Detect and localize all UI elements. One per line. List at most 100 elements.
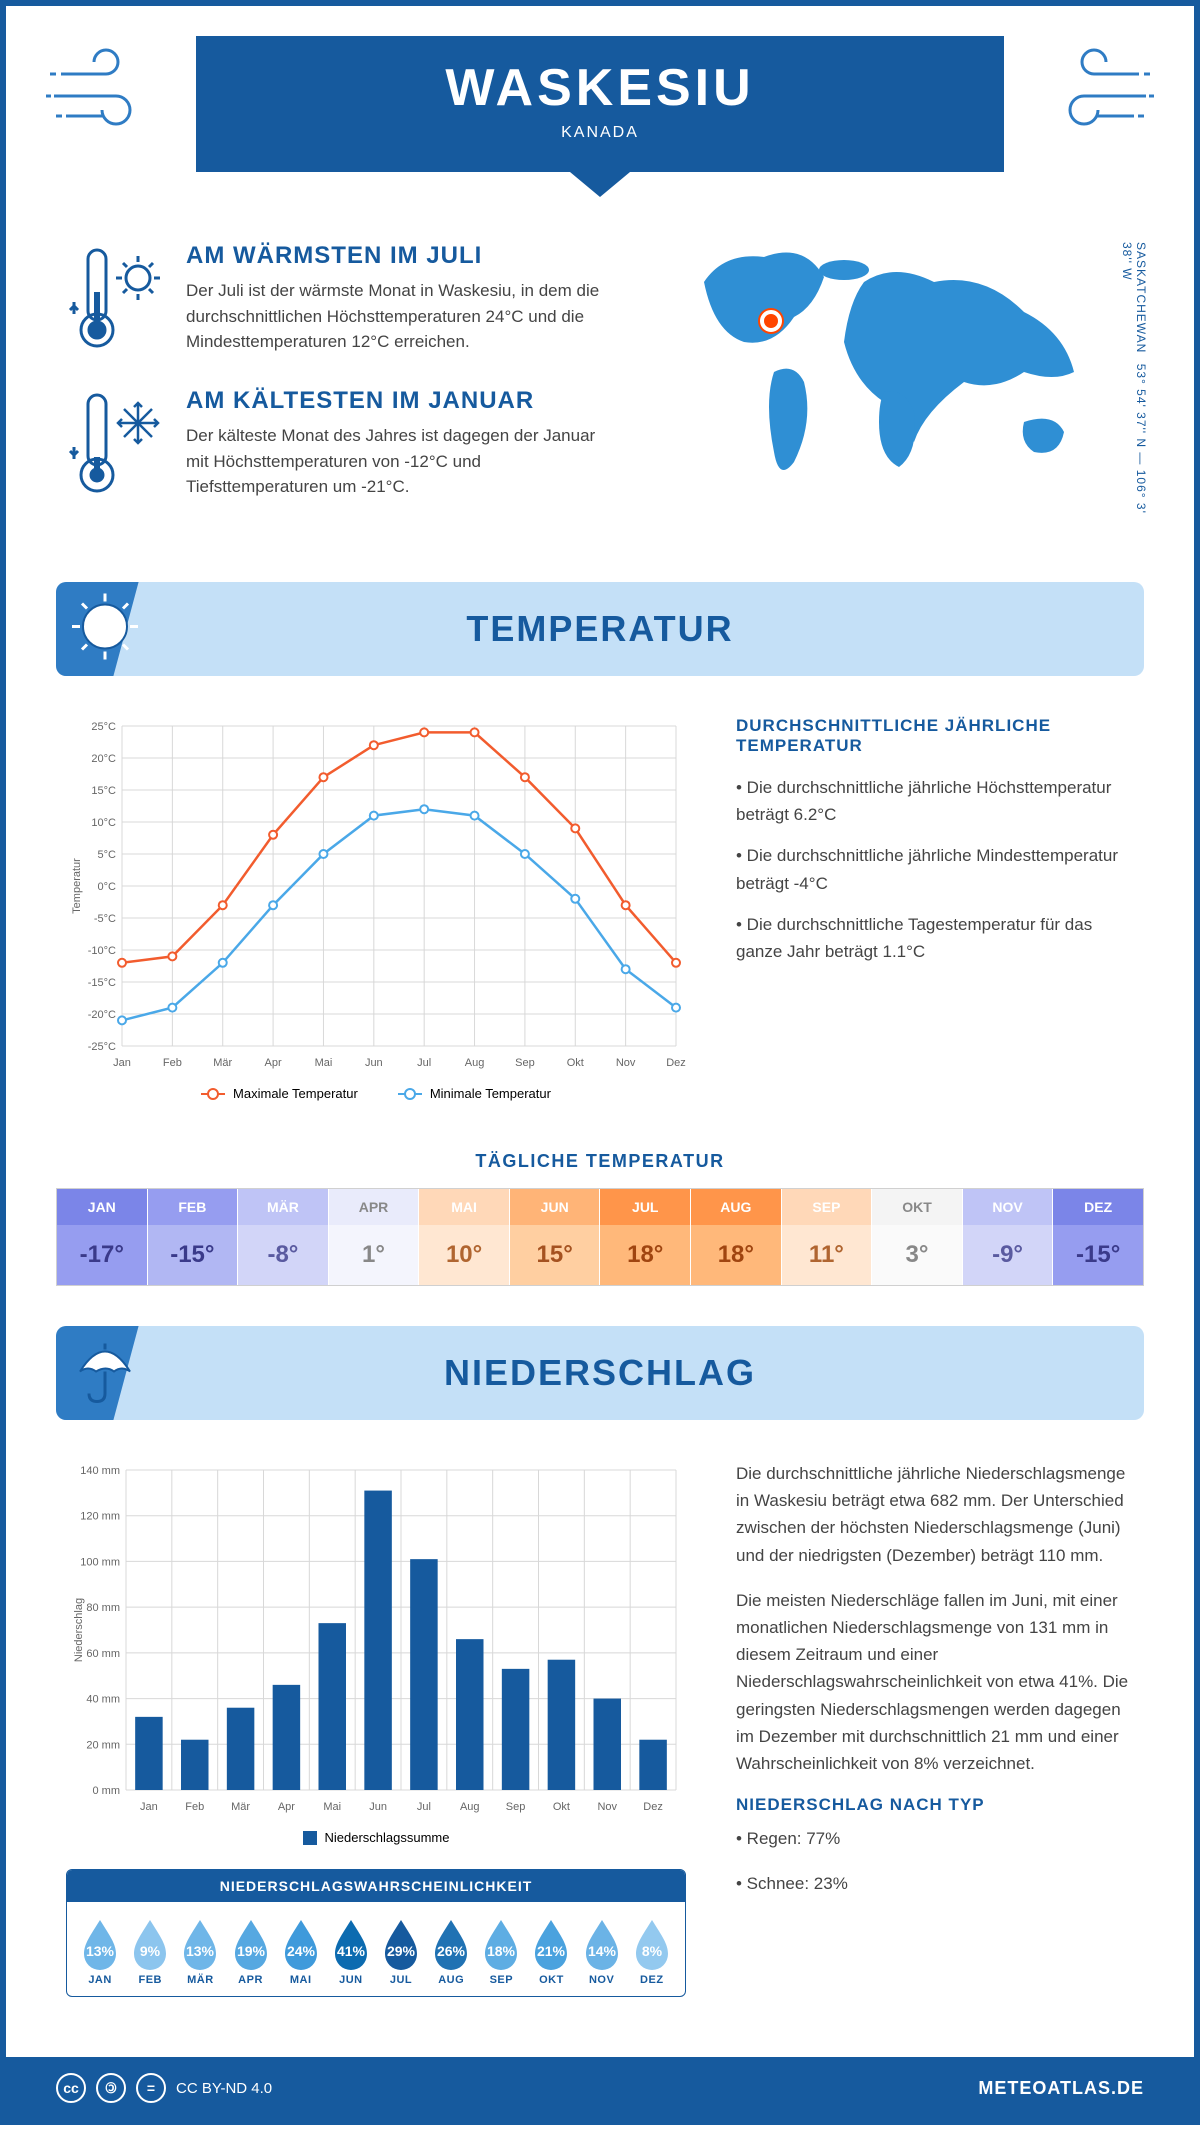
precip-chart: 0 mm20 mm40 mm60 mm80 mm100 mm120 mm140 … [66,1460,686,1997]
daily-cell: JUL 18° [600,1189,691,1285]
svg-text:26%: 26% [437,1943,466,1959]
svg-text:13%: 13% [86,1943,115,1959]
svg-text:Apr: Apr [265,1057,282,1069]
svg-text:Sep: Sep [506,1801,526,1813]
svg-text:-5°C: -5°C [94,913,116,925]
svg-text:Sep: Sep [515,1057,535,1069]
svg-text:Feb: Feb [185,1801,204,1813]
svg-text:20 mm: 20 mm [86,1739,120,1751]
legend-min: Minimale Temperatur [430,1086,551,1101]
prob-drop: 26% AUG [428,1916,474,1986]
svg-text:21%: 21% [537,1943,566,1959]
legend-precip: Niederschlagssumme [325,1830,450,1845]
svg-text:15°C: 15°C [91,785,116,797]
svg-text:Jan: Jan [140,1801,158,1813]
svg-text:Okt: Okt [553,1801,570,1813]
svg-text:Jul: Jul [417,1801,431,1813]
warmest-title: AM WÄRMSTEN IM JULI [186,242,606,270]
precip-bullet: • Schnee: 23% [736,1870,1136,1897]
temperature-section-header: TEMPERATUR [56,582,1144,676]
svg-text:Nov: Nov [616,1057,636,1069]
wind-icon [46,46,166,141]
prob-drop: 24% MAI [278,1916,324,1986]
legend-max: Maximale Temperatur [233,1086,358,1101]
svg-text:Feb: Feb [163,1057,182,1069]
section-title: NIEDERSCHLAG [76,1352,1124,1394]
svg-text:5°C: 5°C [98,849,117,861]
svg-text:13%: 13% [186,1943,215,1959]
svg-text:25°C: 25°C [91,721,116,733]
prob-drop: 9% FEB [127,1916,173,1986]
precip-bullet: • Regen: 77% [736,1825,1136,1852]
warmest-text: Der Juli ist der wärmste Monat in Waskes… [186,278,606,355]
coldest-block: AM KÄLTESTEN IM JANUAR Der kälteste Mona… [66,387,634,502]
temp-bullet: • Die durchschnittliche jährliche Mindes… [736,842,1136,896]
svg-text:24%: 24% [287,1943,316,1959]
section-title: TEMPERATUR [76,608,1124,650]
svg-text:Mai: Mai [315,1057,333,1069]
svg-text:0 mm: 0 mm [93,1785,121,1797]
nd-icon: = [136,2073,166,2103]
precip-para: Die durchschnittliche jährliche Niedersc… [736,1460,1136,1569]
daily-cell: SEP 11° [782,1189,873,1285]
svg-text:Aug: Aug [465,1057,485,1069]
precip-para: Die meisten Niederschläge fallen im Juni… [736,1587,1136,1777]
svg-text:-20°C: -20°C [88,1009,116,1021]
country-label: KANADA [216,124,984,142]
prob-drop: 19% APR [228,1916,274,1986]
prob-drop: 14% NOV [579,1916,625,1986]
svg-text:10°C: 10°C [91,817,116,829]
svg-text:Jun: Jun [365,1057,383,1069]
prob-drop: 21% OKT [528,1916,574,1986]
region-label: SASKATCHEWAN [1134,242,1148,353]
svg-text:14%: 14% [588,1943,617,1959]
svg-text:41%: 41% [337,1943,366,1959]
warmest-block: AM WÄRMSTEN IM JULI Der Juli ist der wär… [66,242,634,357]
svg-text:0°C: 0°C [98,881,117,893]
prob-title: NIEDERSCHLAGSWAHRSCHEINLICHKEIT [67,1870,685,1902]
temp-bullet: • Die durchschnittliche jährliche Höchst… [736,774,1136,828]
svg-text:Apr: Apr [278,1801,295,1813]
by-icon: 🄯 [96,2073,126,2103]
temperature-chart: -25°C-20°C-15°C-10°C-5°C0°C5°C10°C15°C20… [66,716,686,1101]
temp-bullet: • Die durchschnittliche Tagestemperatur … [736,911,1136,965]
prob-drop: 13% MÄR [177,1916,223,1986]
daily-temp-title: TÄGLICHE TEMPERATUR [6,1151,1194,1172]
svg-text:100 mm: 100 mm [80,1556,120,1568]
thermometer-sun-icon [66,242,166,357]
svg-text:9%: 9% [140,1943,161,1959]
site-label: METEOATLAS.DE [978,2078,1144,2099]
temp-text-heading: DURCHSCHNITTLICHE JÄHRLICHE TEMPERATUR [736,716,1136,756]
svg-text:40 mm: 40 mm [86,1694,120,1706]
prob-drop: 41% JUN [328,1916,374,1986]
daily-cell: APR 1° [329,1189,420,1285]
daily-cell: DEZ -15° [1053,1189,1143,1285]
svg-text:-10°C: -10°C [88,945,116,957]
precip-section-header: NIEDERSCHLAG [56,1326,1144,1420]
prob-drop: 8% DEZ [629,1916,675,1986]
svg-text:120 mm: 120 mm [80,1511,120,1523]
daily-cell: JUN 15° [510,1189,601,1285]
svg-text:20°C: 20°C [91,753,116,765]
footer: cc 🄯 = CC BY-ND 4.0 METEOATLAS.DE [6,2057,1194,2119]
svg-text:Temperatur: Temperatur [71,858,83,914]
svg-text:-15°C: -15°C [88,977,116,989]
svg-text:Jan: Jan [113,1057,131,1069]
svg-text:Dez: Dez [643,1801,663,1813]
temperature-summary: DURCHSCHNITTLICHE JÄHRLICHE TEMPERATUR •… [736,716,1136,1101]
cc-icon: cc [56,2073,86,2103]
precip-summary: Die durchschnittliche jährliche Niedersc… [736,1460,1136,1997]
prob-drop: 29% JUL [378,1916,424,1986]
svg-text:Dez: Dez [666,1057,686,1069]
daily-cell: NOV -9° [963,1189,1054,1285]
svg-text:Niederschlag: Niederschlag [73,1598,85,1662]
svg-text:19%: 19% [237,1943,266,1959]
daily-cell: MAI 10° [419,1189,510,1285]
daily-cell: FEB -15° [148,1189,239,1285]
license-label: CC BY-ND 4.0 [176,2080,272,2097]
svg-text:Nov: Nov [597,1801,617,1813]
header: WASKESIU KANADA [6,6,1194,222]
coldest-title: AM KÄLTESTEN IM JANUAR [186,387,606,415]
precip-probability-box: NIEDERSCHLAGSWAHRSCHEINLICHKEIT 13% JAN … [66,1869,686,1997]
daily-cell: AUG 18° [691,1189,782,1285]
